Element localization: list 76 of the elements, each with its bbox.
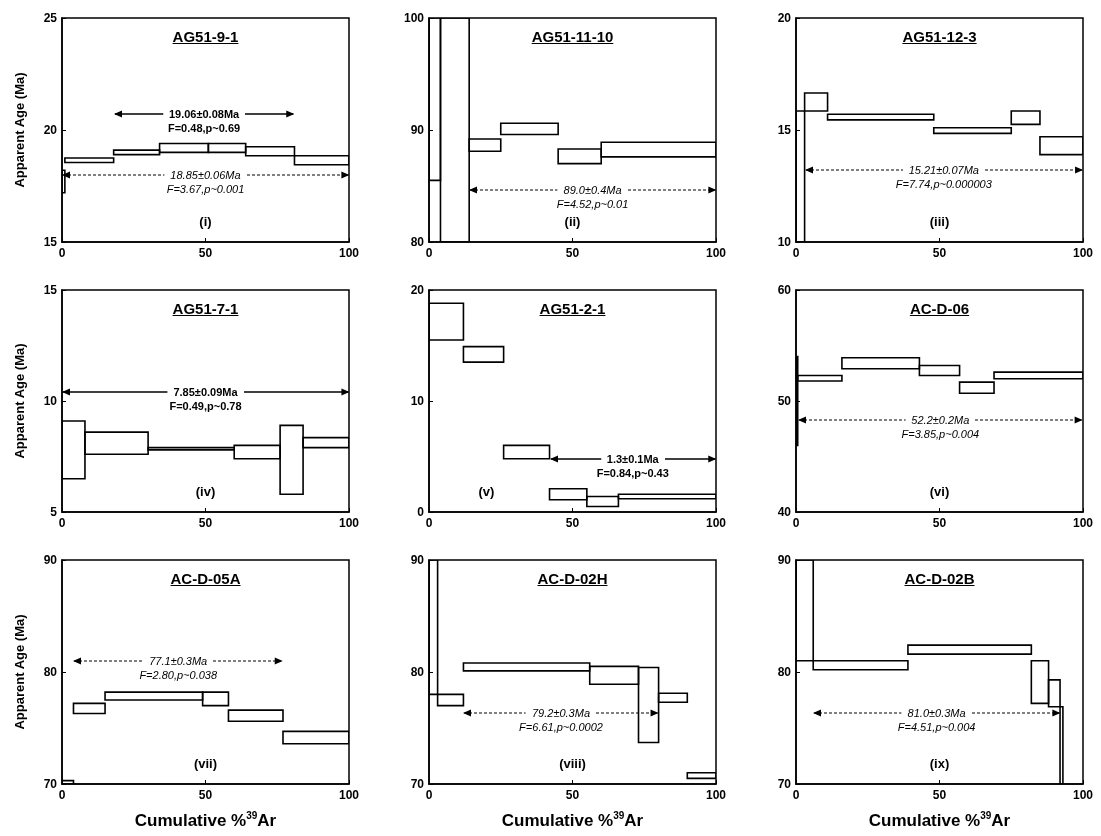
text: AC-D-02H [537, 570, 608, 587]
annotation: 77.1±0.3Ma F=2.80,p~0.038 [138, 654, 219, 681]
x-tick-label: 50 [932, 788, 947, 802]
y-tick-label: 80 [777, 665, 792, 679]
y-tick-label: 60 [777, 283, 792, 297]
x-tick-label: 50 [565, 246, 580, 260]
y-tick-label: 70 [777, 777, 792, 791]
annotation: 19.06±0.08Ma F=0.48,p~0.69 [167, 108, 242, 135]
text: AG51-11-10 [531, 28, 614, 45]
y-axis-title: Apparent Age (Ma) [12, 614, 27, 730]
annotation: 15.21±0.07Ma F=7.74,p~0.000003 [894, 164, 993, 191]
y-axis-title: Apparent Age (Ma) [12, 72, 27, 188]
text: AG51-9-1 [172, 28, 239, 45]
y-tick-label: 15 [777, 123, 792, 137]
y-tick-label: 80 [410, 235, 425, 249]
y-tick-label: 20 [43, 123, 58, 137]
y-tick-label: 90 [410, 123, 425, 137]
x-tick-label: 50 [198, 516, 213, 530]
annotation: (i) [199, 214, 212, 229]
y-tick-label: 90 [410, 553, 425, 567]
y-axis-title: Apparent Age (Ma) [12, 343, 27, 459]
annotation: 18.85±0.06Ma F=3.67,p~0.001 [165, 168, 246, 195]
annotation: (ix) [929, 756, 950, 771]
annotation: (iii) [929, 214, 950, 229]
x-tick-label: 50 [932, 516, 947, 530]
y-tick-label: 10 [410, 394, 425, 408]
text: AG51-7-1 [172, 300, 239, 317]
y-tick-label: 90 [777, 553, 792, 567]
y-tick-label: 5 [50, 505, 58, 519]
y-tick-label: 15 [43, 235, 58, 249]
y-tick-label: 15 [43, 283, 58, 297]
annotation: (ii) [564, 214, 581, 229]
x-tick-label: 100 [705, 246, 727, 260]
annotation: 52.2±0.2Ma F=3.85,p~0.004 [900, 413, 981, 440]
y-tick-label: 90 [43, 553, 58, 567]
y-tick-label: 70 [43, 777, 58, 791]
x-tick-label: 100 [1072, 246, 1094, 260]
annotation: 89.0±0.4Ma F=4.52,p~0.01 [555, 184, 630, 211]
text: AG51-2-1 [539, 300, 606, 317]
y-tick-label: 70 [410, 777, 425, 791]
x-tick-label: 50 [198, 788, 213, 802]
x-tick-label: 50 [932, 246, 947, 260]
text: AG51-12-3 [902, 28, 977, 45]
x-tick-label: 100 [1072, 516, 1094, 530]
x-tick-label: 100 [705, 516, 727, 530]
x-tick-label: 50 [565, 516, 580, 530]
text: AC-D-06 [909, 300, 970, 317]
x-tick-label: 100 [338, 516, 360, 530]
annotation: 81.0±0.3Ma F=4.51,p~0.004 [896, 707, 977, 734]
text: AC-D-05A [170, 570, 241, 587]
text: AC-D-02B [904, 570, 975, 587]
x-tick-label: 50 [565, 788, 580, 802]
y-tick-label: 10 [777, 235, 792, 249]
annotation: (iv) [195, 484, 216, 499]
x-tick-label: 50 [198, 246, 213, 260]
x-tick-label: 100 [338, 788, 360, 802]
y-tick-label: 0 [417, 505, 425, 519]
annotation: (vi) [929, 484, 950, 499]
annotation: (v) [478, 484, 495, 499]
y-tick-label: 10 [43, 394, 58, 408]
x-tick-label: 100 [1072, 788, 1094, 802]
y-tick-label: 80 [43, 665, 58, 679]
x-tick-label: 100 [705, 788, 727, 802]
x-tick-label: 100 [338, 246, 360, 260]
y-tick-label: 40 [777, 505, 792, 519]
y-tick-label: 20 [410, 283, 425, 297]
annotation: (viii) [559, 756, 586, 771]
annotation: (vii) [193, 756, 218, 771]
y-tick-label: 100 [403, 11, 425, 25]
y-tick-label: 25 [43, 11, 58, 25]
y-tick-label: 50 [777, 394, 792, 408]
annotation: 79.2±0.3Ma F=6.61,p~0.0002 [518, 707, 604, 734]
y-tick-label: 80 [410, 665, 425, 679]
annotation: 7.85±0.09Ma F=0.49,p~0.78 [168, 386, 243, 413]
y-tick-label: 20 [777, 11, 792, 25]
annotation: 1.3±0.1Ma F=0.84,p~0.43 [595, 452, 670, 479]
